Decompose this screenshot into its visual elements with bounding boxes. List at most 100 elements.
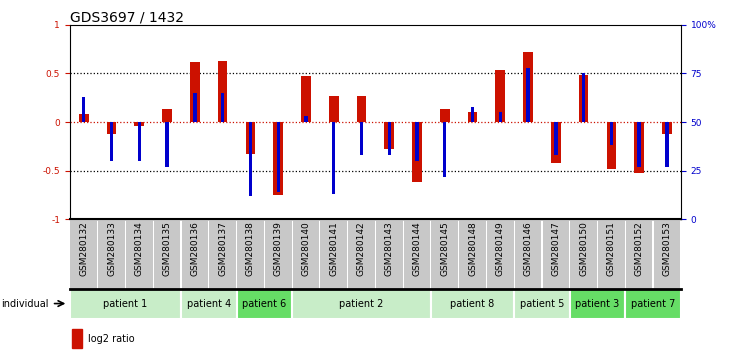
Bar [514,219,542,289]
Bar [237,219,263,289]
Text: patient 3: patient 3 [576,298,620,309]
Bar [98,219,125,289]
Text: GSM280138: GSM280138 [246,222,255,276]
Bar [487,219,514,289]
Bar [107,122,116,134]
Text: GSM280147: GSM280147 [551,222,560,276]
Bar [415,122,419,161]
Text: patient 5: patient 5 [520,298,565,309]
Text: GSM280148: GSM280148 [468,222,477,276]
Bar [412,122,422,183]
Bar [499,113,502,122]
Text: GSM280135: GSM280135 [163,222,171,276]
Bar [598,219,625,289]
Bar [181,289,236,319]
Bar [218,61,227,122]
Bar [292,289,431,319]
Text: GSM280151: GSM280151 [607,222,616,276]
Bar [348,219,375,289]
Text: GSM280141: GSM280141 [329,222,339,276]
Bar [609,122,613,145]
Text: GSM280142: GSM280142 [357,222,366,276]
Bar [554,122,557,155]
Bar [637,122,641,167]
Text: GSM280140: GSM280140 [302,222,311,276]
Text: GSM280137: GSM280137 [218,222,227,276]
Bar [110,122,113,161]
Bar [662,122,672,134]
Bar [71,219,97,289]
Bar [72,329,82,348]
Bar [329,96,339,122]
Bar [79,114,88,122]
Bar [304,116,308,122]
Bar [542,219,569,289]
Text: GSM280149: GSM280149 [496,222,505,276]
Text: patient 6: patient 6 [242,298,286,309]
Text: GSM280153: GSM280153 [662,222,671,276]
Bar [221,93,224,122]
Bar [440,109,450,122]
Bar [570,289,626,319]
Bar [194,93,197,122]
Bar [443,122,447,177]
Bar [523,52,533,122]
Bar [634,122,644,173]
Bar [182,219,208,289]
Bar [265,219,291,289]
Bar [431,289,514,319]
Text: GSM280152: GSM280152 [634,222,644,276]
Bar [376,219,403,289]
Bar [82,97,85,122]
Bar [384,122,394,149]
Text: GSM280150: GSM280150 [579,222,588,276]
Text: GSM280139: GSM280139 [274,222,283,276]
Bar [578,75,589,122]
Text: patient 7: patient 7 [631,298,675,309]
Bar [135,122,144,126]
Bar [273,122,283,195]
Bar [166,122,169,167]
Bar [665,122,668,167]
Bar [431,219,458,289]
Bar [626,219,653,289]
Bar [626,289,681,319]
Bar [246,122,255,154]
Bar [249,122,252,196]
Bar [126,219,152,289]
Bar [467,113,478,122]
Bar [495,69,505,122]
Bar [277,122,280,192]
Bar [236,289,292,319]
Bar [70,289,181,319]
Bar [190,62,199,122]
Text: GDS3697 / 1432: GDS3697 / 1432 [70,11,184,25]
Text: patient 1: patient 1 [103,298,148,309]
Bar [360,122,363,155]
Text: GSM280144: GSM280144 [412,222,422,276]
Bar [388,122,391,155]
Bar [320,219,347,289]
Text: GSM280133: GSM280133 [107,222,116,276]
Text: GSM280145: GSM280145 [440,222,449,276]
Bar [138,122,141,161]
Bar [459,219,486,289]
Bar [570,219,597,289]
Text: individual: individual [1,298,49,309]
Text: patient 8: patient 8 [450,298,495,309]
Bar [606,122,616,169]
Bar [209,219,236,289]
Bar [582,73,585,122]
Text: GSM280143: GSM280143 [385,222,394,276]
Bar [514,289,570,319]
Bar [357,96,367,122]
Text: GSM280146: GSM280146 [523,222,533,276]
Bar [293,219,319,289]
Text: GSM280136: GSM280136 [191,222,199,276]
Bar [471,107,474,122]
Bar [162,109,172,122]
Bar [403,219,431,289]
Text: patient 2: patient 2 [339,298,383,309]
Text: GSM280134: GSM280134 [135,222,144,276]
Bar [526,68,530,122]
